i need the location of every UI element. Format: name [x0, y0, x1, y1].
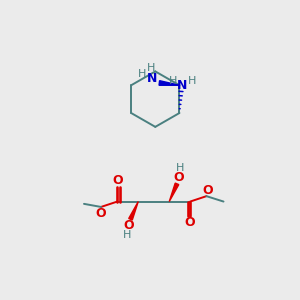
Text: H: H: [176, 164, 184, 173]
Text: O: O: [95, 207, 106, 220]
Text: N: N: [147, 72, 158, 85]
Text: O: O: [184, 216, 195, 229]
Polygon shape: [169, 183, 179, 202]
Text: N: N: [177, 79, 188, 92]
Text: O: O: [113, 174, 123, 187]
Text: H: H: [123, 230, 132, 240]
Polygon shape: [159, 81, 179, 85]
Text: O: O: [173, 171, 184, 184]
Polygon shape: [129, 202, 138, 220]
Text: O: O: [124, 219, 134, 232]
Text: H: H: [138, 69, 146, 79]
Text: H: H: [147, 63, 156, 73]
Text: H: H: [169, 76, 177, 86]
Text: O: O: [202, 184, 212, 196]
Text: H: H: [188, 76, 196, 86]
